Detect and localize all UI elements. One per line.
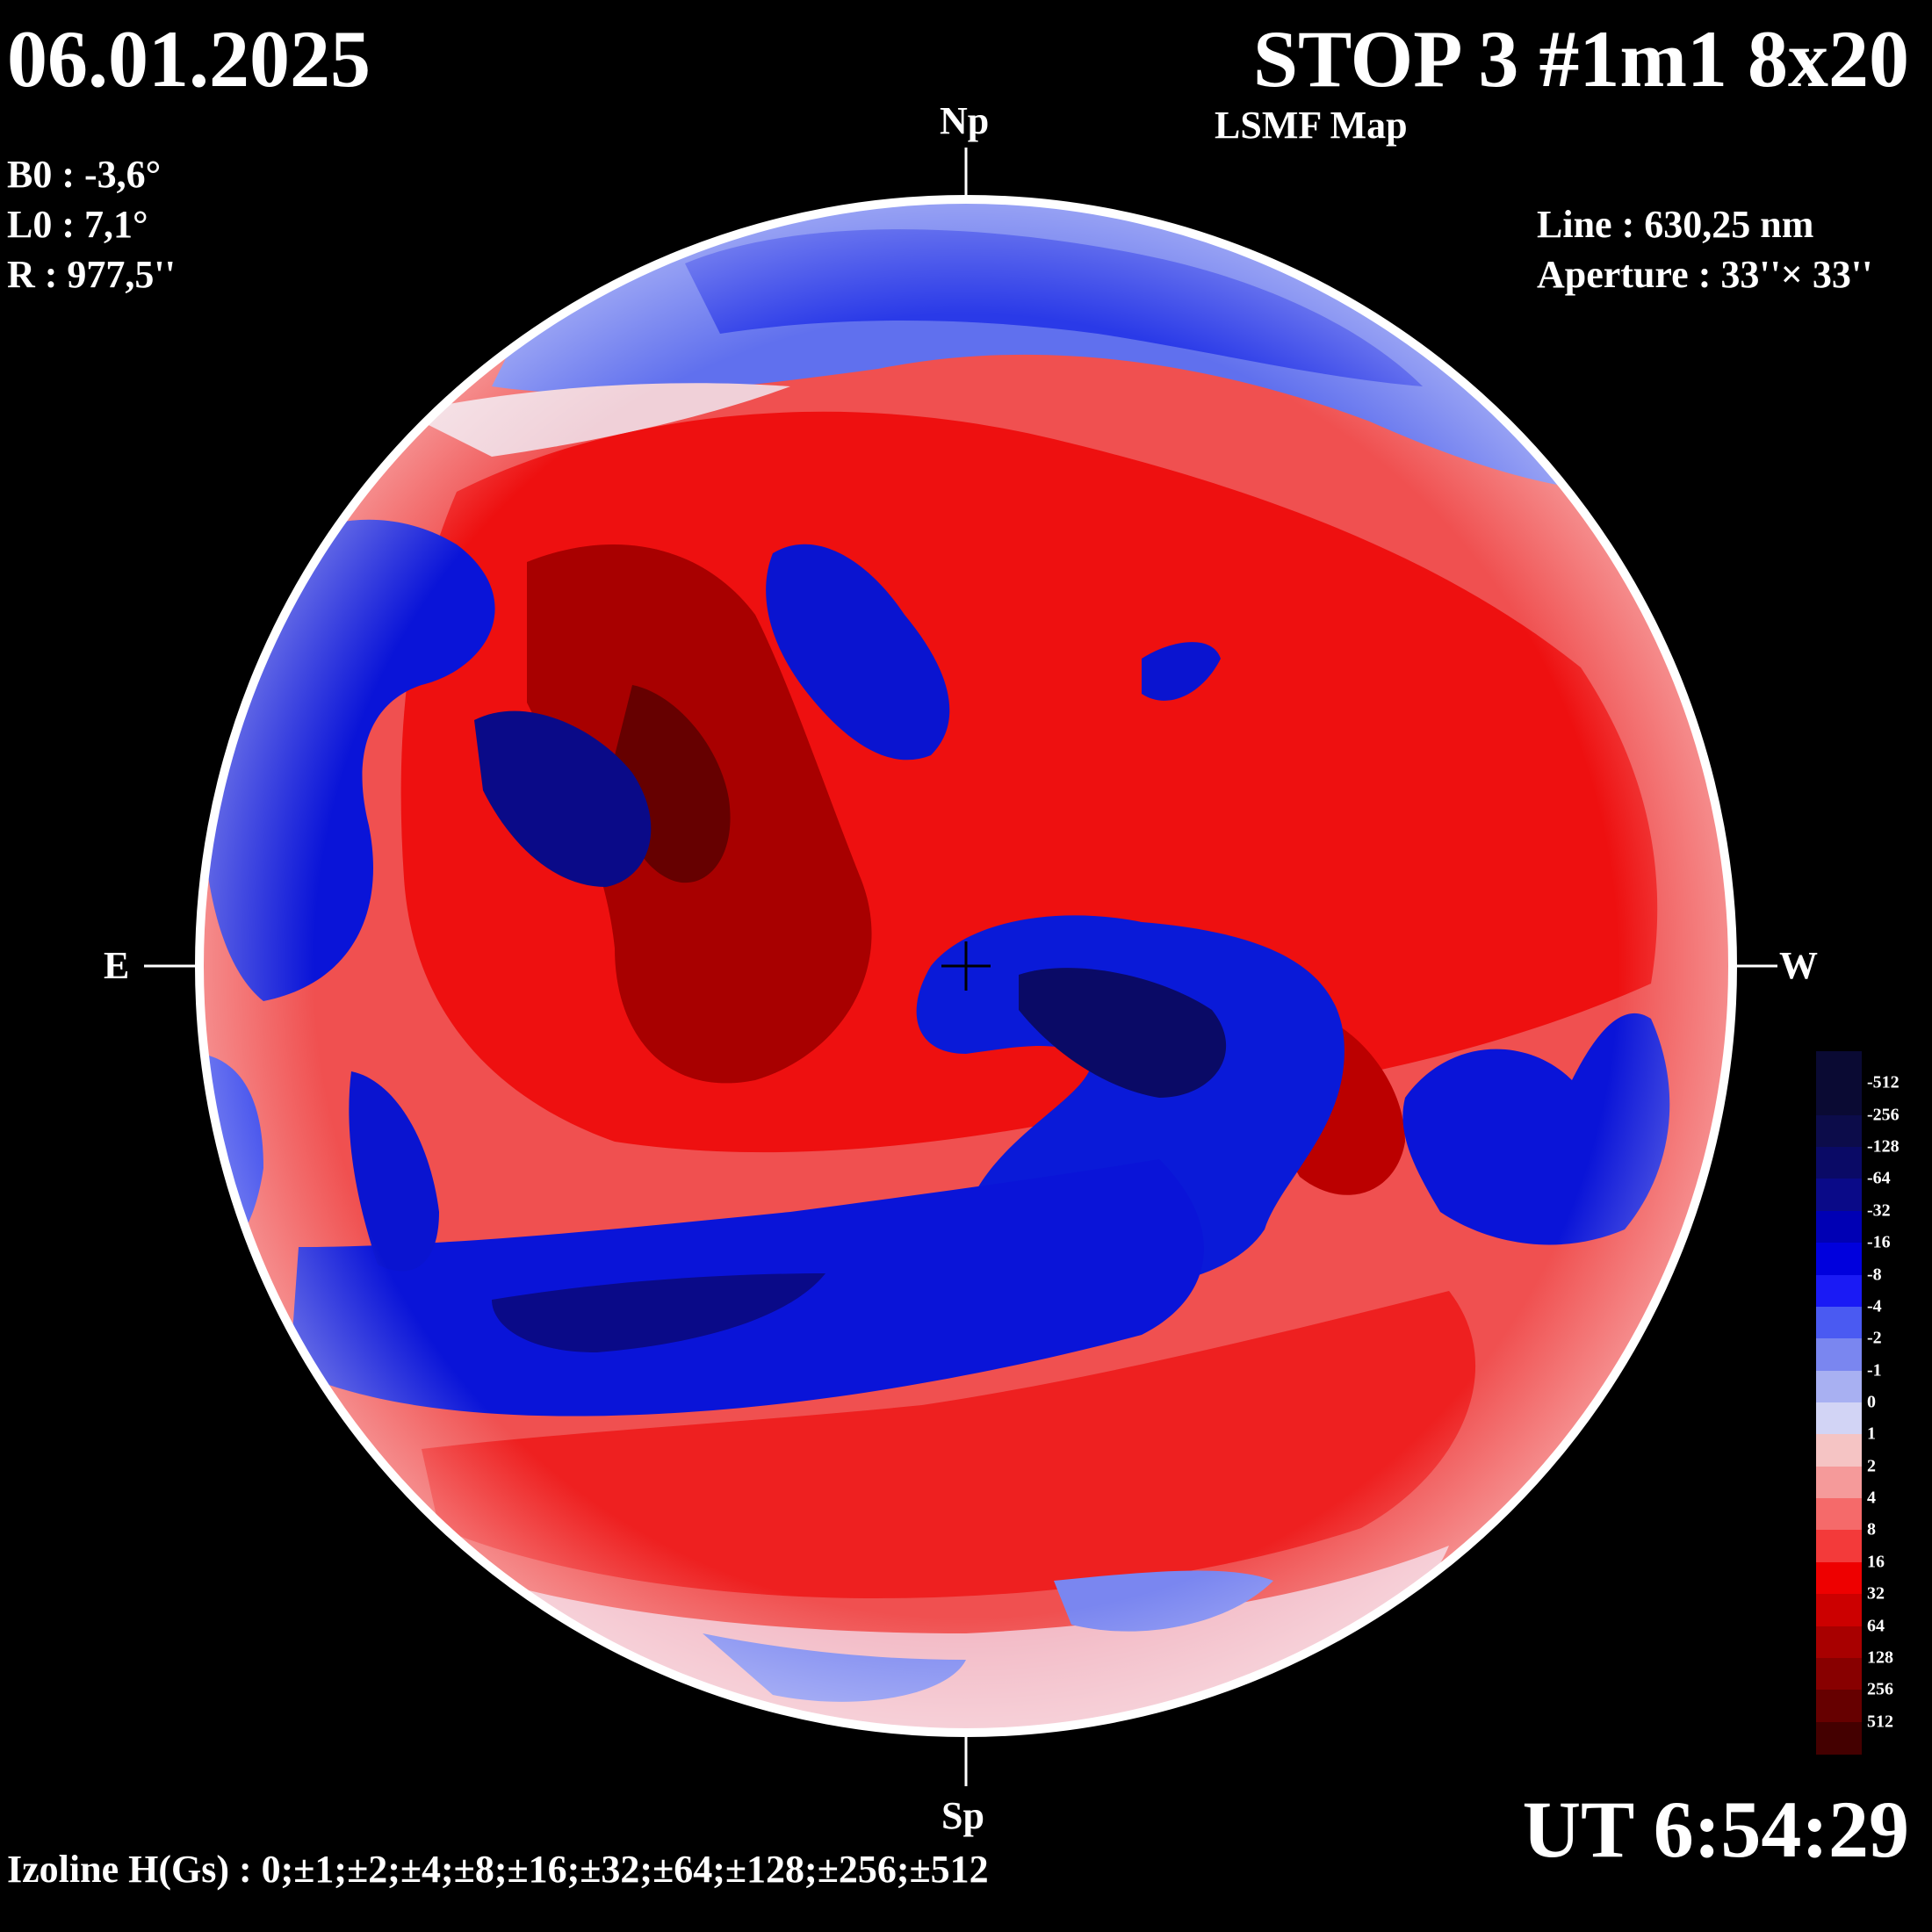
observation-time: UT 6:54:29 — [1522, 1784, 1909, 1874]
map-title: STOP 3 #1m1 8x20 — [1252, 14, 1909, 104]
colorbar-segment — [1816, 1338, 1862, 1372]
colorbar-segment — [1816, 1083, 1862, 1116]
north-pole-label: Np — [940, 99, 990, 142]
colorbar-label: -256 — [1867, 1105, 1900, 1125]
colorbar-label: -64 — [1867, 1168, 1891, 1188]
colorbar-label: -8 — [1867, 1265, 1882, 1285]
colorbar-segment — [1816, 1243, 1862, 1276]
colorbar-segment — [1816, 1561, 1862, 1596]
colorbar-label: -512 — [1867, 1072, 1900, 1092]
colorbar-label: 8 — [1867, 1519, 1876, 1539]
colorbar-segment — [1816, 1530, 1862, 1563]
colorbar-label: 512 — [1867, 1712, 1893, 1732]
colorbar-label: 256 — [1867, 1679, 1893, 1699]
colorbar-label: 16 — [1867, 1552, 1885, 1572]
colorbar-segment — [1816, 1498, 1862, 1532]
observation-date: 06.01.2025 — [7, 14, 371, 104]
param-b0: B0 : -3,6° — [7, 153, 162, 196]
colorbar-label: 1 — [1867, 1424, 1876, 1444]
colorbar-label: 2 — [1867, 1456, 1876, 1476]
colorbar-segment — [1816, 1434, 1862, 1467]
map-subtitle: LSMF Map — [1215, 104, 1408, 147]
colorbar-segment — [1816, 1466, 1862, 1500]
colorbar-segment — [1816, 1370, 1862, 1403]
colorbar-label: 4 — [1867, 1488, 1876, 1508]
colorbar-label: -32 — [1867, 1200, 1891, 1221]
colorbar-segment — [1816, 1402, 1862, 1436]
south-pole-label: Sp — [941, 1794, 984, 1837]
colorbar-segment — [1816, 1210, 1862, 1244]
colorbar-label: -1 — [1867, 1360, 1882, 1381]
colorbar-label: -4 — [1867, 1296, 1882, 1316]
colorbar-label: 0 — [1867, 1392, 1876, 1412]
colorbar-segment — [1816, 1147, 1862, 1180]
disk-limb — [195, 195, 1737, 1737]
colorbar-segment — [1816, 1594, 1862, 1627]
param-line: Line : 630,25 nm — [1537, 203, 1814, 246]
colorbar-segment — [1816, 1179, 1862, 1212]
colorbar-label: 128 — [1867, 1647, 1893, 1668]
colorbar-label: 32 — [1867, 1583, 1885, 1604]
colorbar-segment — [1816, 1690, 1862, 1723]
colorbar-label: -2 — [1867, 1328, 1882, 1348]
param-aperture: Aperture : 33''× 33'' — [1537, 253, 1873, 296]
colorbar-segment — [1816, 1274, 1862, 1308]
param-l0: L0 : 7,1° — [7, 203, 148, 246]
colorbar-label: -128 — [1867, 1136, 1900, 1157]
colorbar-segment — [1816, 1721, 1862, 1755]
colorbar-label: -16 — [1867, 1232, 1891, 1252]
colorbar-segment — [1816, 1114, 1862, 1149]
colorbar-segment — [1816, 1051, 1862, 1085]
colorbar-label: 64 — [1867, 1616, 1885, 1636]
param-r: R : 977,5'' — [7, 253, 176, 296]
west-label: W — [1779, 944, 1818, 987]
colorbar-segment — [1816, 1626, 1862, 1659]
izoline-legend: Izoline H(Gs) : 0;±1;±2;±4;±8;±16;±32;±6… — [7, 1848, 989, 1891]
colorbar-segment — [1816, 1657, 1862, 1691]
colorbar: -512 -256 -128 -64 -32 -16 -8 -4 -2 -1 0 1 2 4 8 16 32 64… — [1816, 1051, 1921, 1763]
colorbar-segment — [1816, 1306, 1862, 1340]
east-label: E — [104, 944, 130, 987]
